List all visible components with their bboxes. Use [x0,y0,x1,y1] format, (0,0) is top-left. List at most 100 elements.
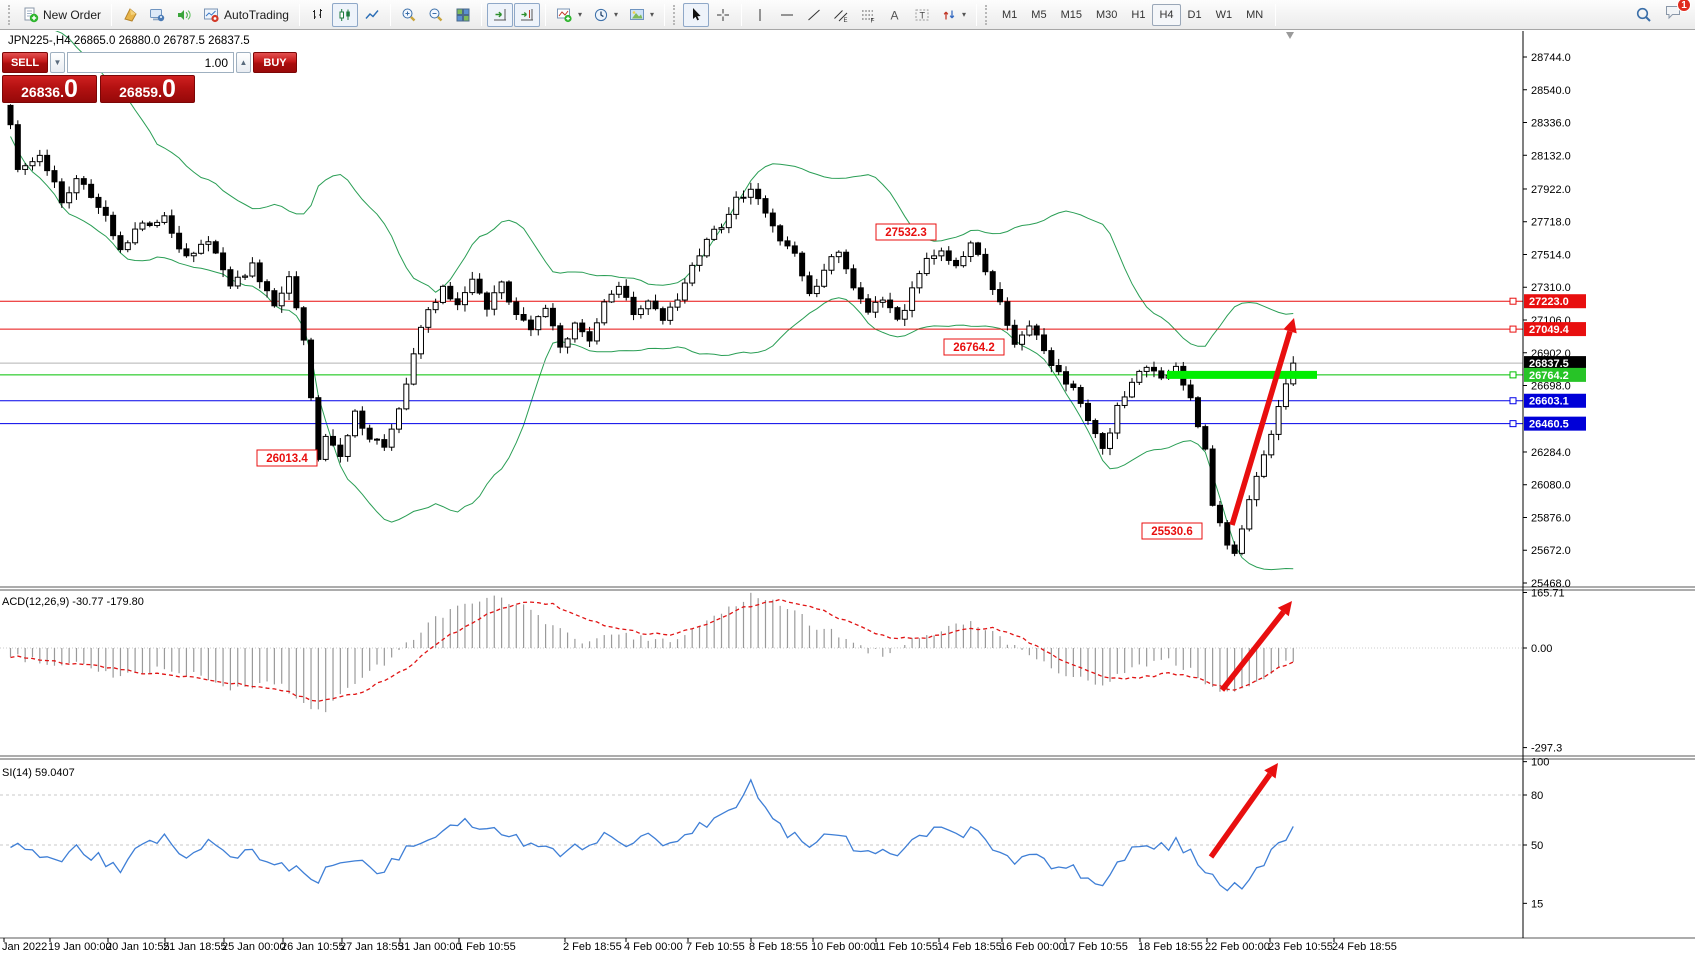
crosshair-button[interactable] [710,3,736,27]
candle-body [491,292,498,310]
autotrading-icon [204,8,219,22]
bar-chart-icon [312,8,322,19]
new-order-button[interactable]: New Order [18,3,106,27]
search-button[interactable] [1630,3,1658,27]
mql5-button[interactable] [117,3,143,27]
candle-body [36,154,43,163]
timeframe-W1[interactable]: W1 [1209,4,1240,26]
candle-body [799,252,806,277]
bar-chart-button[interactable] [305,3,331,27]
search-icon [1636,7,1651,22]
horizontal-line-button[interactable] [774,3,800,27]
arrows-button[interactable]: ▾ [936,3,971,27]
templates-button[interactable]: ▾ [624,3,659,27]
candle-body [953,259,960,267]
candle-body [1238,528,1245,554]
trendline-button[interactable] [801,3,827,27]
candle-body [88,183,95,198]
virtual-hosting-button[interactable] [144,3,170,27]
sell-price[interactable]: 26836. 0 [2,75,97,103]
timeframe-M1[interactable]: M1 [995,4,1024,26]
notifications-button[interactable]: 1 [1664,0,1691,26]
date-tick-label: 23 Feb 10:55 [1268,941,1333,953]
candle-body [1253,475,1260,501]
timeframe-MN[interactable]: MN [1239,4,1270,26]
candle-body [535,316,542,331]
price-tick-label: 26284.0 [1531,447,1571,459]
candle-body [1077,387,1084,404]
indicators-button[interactable]: ▾ [551,3,587,27]
date-tick-label: 1 Feb 10:55 [457,941,516,953]
candle-body [1099,433,1106,449]
line-handle [1509,420,1517,428]
tile-windows-button[interactable] [450,3,476,27]
candle-body [1143,366,1150,372]
timeframe-H1[interactable]: H1 [1124,4,1152,26]
candle-body [557,325,564,348]
buy-price[interactable]: 26859. 0 [100,75,195,103]
candlestick-button[interactable] [331,2,358,27]
candle-body [865,298,872,313]
buy-price-pip: 0 [161,75,176,103]
channel-button[interactable]: E [828,3,854,27]
candle-body [791,245,798,254]
lot-increase-button[interactable]: ▲ [236,52,251,73]
timeframe-M30[interactable]: M30 [1089,4,1124,26]
svg-text:F: F [871,17,875,23]
autotrading-button[interactable]: AutoTrading [198,3,294,27]
separator [111,3,113,26]
rsi-pane [0,778,1523,892]
fibonacci-button[interactable]: F [855,3,881,27]
candle-body [696,255,703,266]
vertical-line-button[interactable] [747,3,773,27]
bollinger-upper-band [55,31,1294,347]
lot-decrease-button[interactable]: ▼ [50,52,65,73]
candle-body [271,290,278,307]
line-chart-button[interactable] [359,3,385,27]
candle-body [205,241,212,245]
sell-button[interactable]: SELL [2,52,48,73]
rsi-tick-label: 80 [1531,790,1543,802]
toolbar-grip[interactable] [985,4,991,25]
separator [298,3,300,26]
candlestick-icon [339,8,350,21]
zoom-out-button[interactable] [423,3,449,27]
text-label-button[interactable]: T [909,3,935,27]
candle-body [872,301,879,313]
timeframe-M5[interactable]: M5 [1024,4,1053,26]
candle-body [1041,334,1048,352]
candle-body [740,196,747,199]
timeframe-M15[interactable]: M15 [1054,4,1089,26]
candle-body [652,300,659,310]
signals-button[interactable] [171,3,197,27]
candle-body [1055,364,1062,373]
timeframe-H4[interactable]: H4 [1152,3,1181,26]
cursor-button[interactable] [683,2,709,27]
candle-body [806,275,813,295]
candle-body [476,278,483,294]
price-badge [1524,393,1586,408]
svg-text:A: A [891,8,899,22]
text-button[interactable]: A [882,3,908,27]
trend-arrow-head [1277,601,1292,617]
price-tick-label: 28336.0 [1531,118,1571,130]
auto-scroll-button[interactable] [486,2,513,27]
candle-body [1011,324,1018,345]
candle-body [1048,350,1055,366]
candle-body [220,252,227,271]
timeframe-D1[interactable]: D1 [1181,4,1209,26]
candle-body [256,262,263,283]
periods-button[interactable]: ▾ [588,3,623,27]
lot-size-input[interactable] [67,52,234,73]
zoom-in-button[interactable] [396,3,422,27]
price-badge-label: 27223.0 [1529,296,1569,308]
horizontal-line-icon [781,14,793,15]
date-tick-label: 18 Feb 18:55 [1138,941,1203,953]
toolbar-grip[interactable] [673,4,679,25]
candle-body [1136,370,1143,383]
toolbar-grip[interactable] [8,4,14,25]
buy-button[interactable]: BUY [253,52,297,73]
chart-shift-button[interactable] [513,2,540,27]
candle-body [432,301,439,311]
